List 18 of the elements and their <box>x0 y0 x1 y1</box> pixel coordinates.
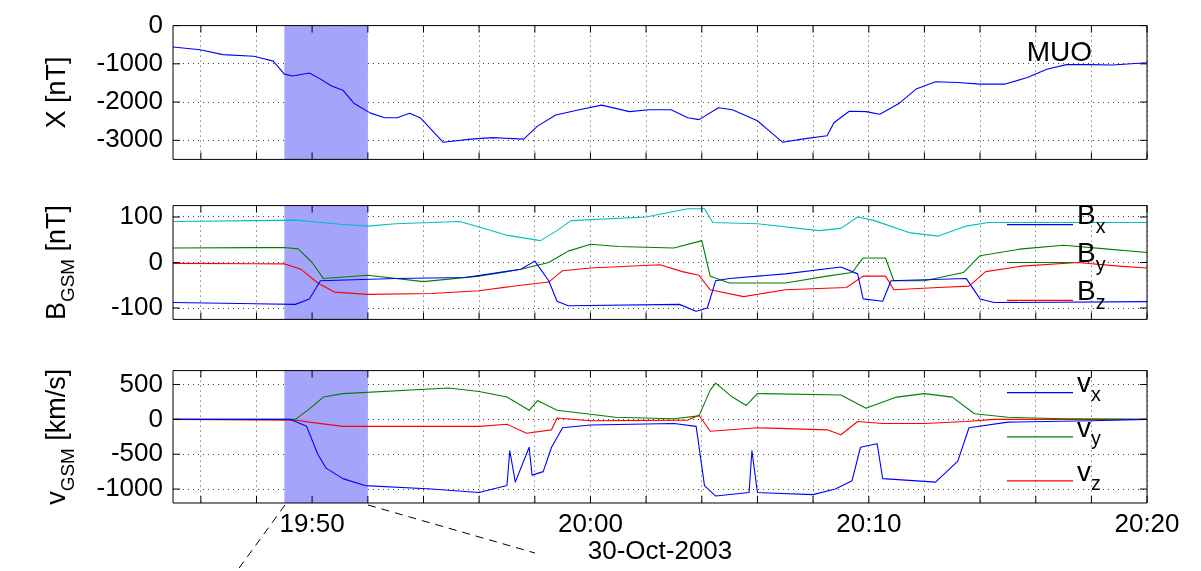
y-tick-label: -500 <box>110 437 163 468</box>
y-axis-title: vGSM [km/s] <box>41 368 78 505</box>
y-axis-title: X [nT] <box>41 56 72 129</box>
y-tick-label: 0 <box>148 245 163 276</box>
x-tick-label: 20:10 <box>836 507 902 538</box>
y-tick-label: -2000 <box>96 85 163 116</box>
x-tick-label: 19:50 <box>279 507 345 538</box>
y-tick-label: 500 <box>119 367 163 398</box>
annotation: MUO <box>1026 36 1092 68</box>
y-tick-label: 100 <box>119 200 163 231</box>
y-tick-label: -1000 <box>96 47 163 77</box>
y-tick-label: 0 <box>148 8 163 39</box>
y-tick-label: 0 <box>148 402 163 433</box>
y-tick-label: -100 <box>110 291 163 322</box>
x-tick-label: 20:20 <box>1114 507 1180 538</box>
y-axis-title: BGSM [nT] <box>41 204 78 321</box>
y-tick-label: -1000 <box>96 472 163 503</box>
y-tick-label: -3000 <box>96 123 163 154</box>
